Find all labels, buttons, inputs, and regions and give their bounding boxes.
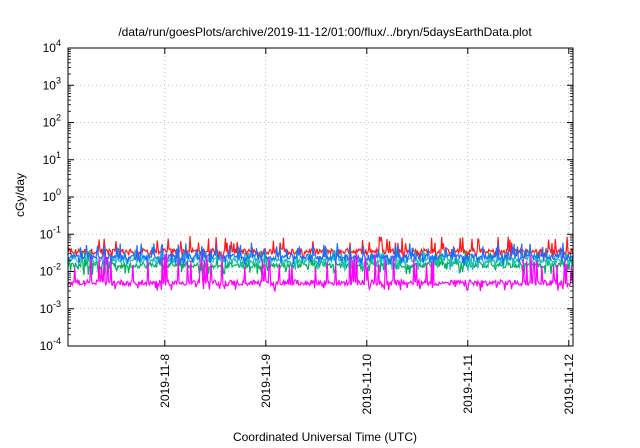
x-axis-label: Coordinated Universal Time (UTC) — [233, 430, 417, 444]
series-line — [67, 251, 574, 276]
y-tick-label: 104 — [43, 38, 61, 55]
y-tick-label: 100 — [43, 187, 61, 204]
y-tick-label: 10-3 — [40, 299, 61, 316]
x-tick-label: 2019-11-12 — [562, 354, 576, 415]
y-tick-label: 10-1 — [40, 224, 61, 241]
y-tick-label: 10-4 — [40, 336, 61, 353]
y-axis: 10-4 10-3 10-2 10-1 100 101 102 103 104 — [40, 38, 573, 353]
series-line — [67, 253, 574, 293]
x-axis: 2019-11-8 2019-11-9 2019-11-10 2019-11-11 20… — [158, 48, 576, 415]
y-axis-label: cGy/day — [13, 173, 27, 217]
y-tick-label: 101 — [43, 150, 61, 167]
y-tick-label: 102 — [43, 113, 61, 130]
series-line — [67, 242, 574, 266]
series-layer — [67, 235, 574, 293]
x-tick-label: 2019-11-8 — [158, 354, 172, 408]
x-tick-label: 2019-11-11 — [461, 354, 475, 414]
y-tick-label: 10-2 — [40, 262, 61, 279]
y-tick-label: 103 — [43, 75, 61, 92]
chart-title: /data/run/goesPlots/archive/2019-11-12/0… — [118, 25, 532, 39]
x-tick-label: 2019-11-9 — [259, 354, 273, 408]
x-tick-label: 2019-11-10 — [360, 354, 374, 415]
grid-lines — [68, 48, 573, 346]
